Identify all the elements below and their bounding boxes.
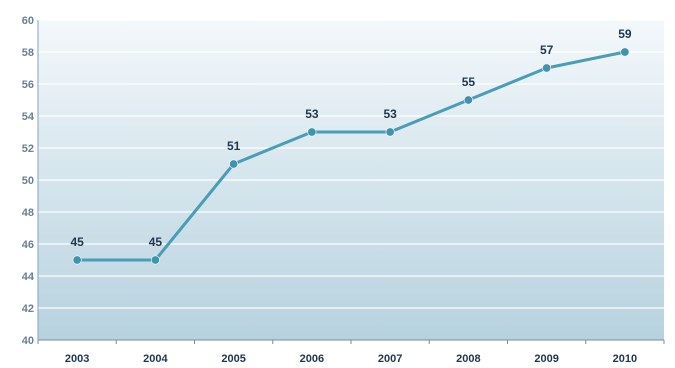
series-line [77, 50, 626, 262]
data-point [542, 63, 552, 73]
y-tick-label: 46 [22, 239, 34, 251]
data-label: 45 [149, 235, 163, 249]
y-tick-label: 42 [22, 303, 34, 315]
y-axis-ticks: 40 42 44 46 48 50 52 54 56 58 60 [22, 15, 35, 347]
data-point [150, 255, 160, 265]
data-point [620, 47, 630, 57]
y-tick-label: 48 [22, 207, 34, 219]
y-tick-label: 60 [22, 15, 34, 27]
y-tick-label: 40 [22, 335, 34, 347]
data-label: 51 [227, 139, 241, 153]
y-tick-label: 50 [22, 175, 34, 187]
data-label: 59 [618, 27, 632, 41]
y-tick-label: 44 [22, 271, 35, 283]
data-label: 55 [462, 75, 476, 89]
data-label: 57 [540, 43, 554, 57]
gridlines [38, 19, 664, 309]
x-axis-ticks: 2003 2004 2005 2006 2007 2008 2009 2010 [37, 340, 665, 365]
data-point [72, 255, 82, 265]
x-tick-label: 2007 [378, 353, 402, 365]
y-tick-label: 56 [22, 79, 34, 91]
y-tick-label: 52 [22, 143, 34, 155]
x-tick-label: 2009 [534, 353, 558, 365]
y-tick-label: 54 [22, 111, 35, 123]
data-label: 53 [383, 107, 397, 121]
y-tick-label: 58 [22, 47, 34, 59]
x-tick-label: 2004 [143, 353, 168, 365]
data-point [385, 127, 395, 137]
data-point [229, 159, 239, 169]
x-tick-label: 2010 [613, 353, 637, 365]
data-point [307, 127, 317, 137]
data-point [463, 95, 473, 105]
data-labels: 45 45 51 53 53 55 57 59 [70, 27, 631, 249]
x-tick-label: 2008 [456, 353, 480, 365]
x-tick-label: 2006 [300, 353, 324, 365]
data-label: 45 [70, 235, 84, 249]
x-tick-label: 2003 [65, 353, 89, 365]
data-label: 53 [305, 107, 319, 121]
x-tick-label: 2005 [221, 353, 245, 365]
series [72, 47, 630, 265]
